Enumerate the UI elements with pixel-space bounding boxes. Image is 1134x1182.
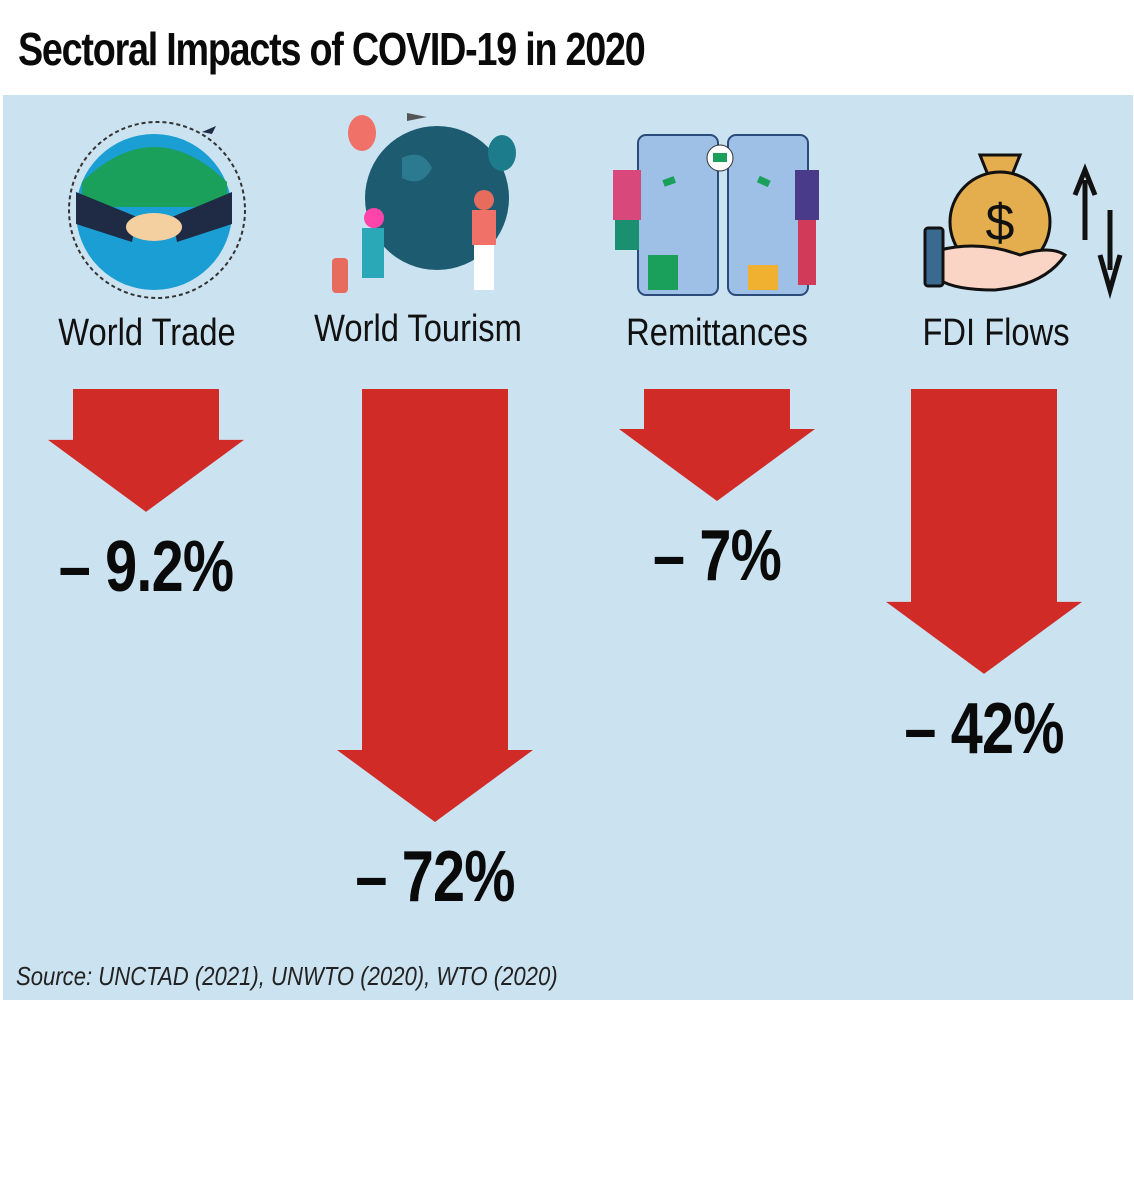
money-bag-hand-icon: $ bbox=[923, 153, 1123, 300]
value-label-world-trade: – 9.2% bbox=[58, 526, 234, 607]
category-label-world-tourism: World Tourism bbox=[314, 308, 522, 350]
svg-text:$: $ bbox=[986, 194, 1015, 252]
value-label-remittances: – 7% bbox=[652, 516, 782, 596]
decline-arrow-world-trade bbox=[48, 389, 244, 512]
category-label-fdi-flows: FDI Flows bbox=[922, 312, 1070, 354]
chart-title: Sectoral Impacts of COVID-19 in 2020 bbox=[18, 23, 646, 75]
decline-arrow-world-tourism bbox=[337, 389, 533, 822]
travel-globe-icon bbox=[332, 113, 516, 293]
money-transfer-phones-icon bbox=[613, 134, 819, 296]
value-label-fdi-flows: – 42% bbox=[904, 688, 1064, 769]
value-label-world-tourism: – 72% bbox=[355, 837, 515, 917]
decline-arrow-fdi-flows bbox=[886, 389, 1082, 674]
decline-arrow-remittances bbox=[619, 389, 815, 501]
source-note: Source: UNCTAD (2021), UNWTO (2020), WTO… bbox=[16, 961, 558, 991]
category-label-world-trade: World Trade bbox=[58, 312, 236, 354]
handshake-globe-icon bbox=[68, 121, 246, 299]
category-label-remittances: Remittances bbox=[626, 312, 808, 354]
